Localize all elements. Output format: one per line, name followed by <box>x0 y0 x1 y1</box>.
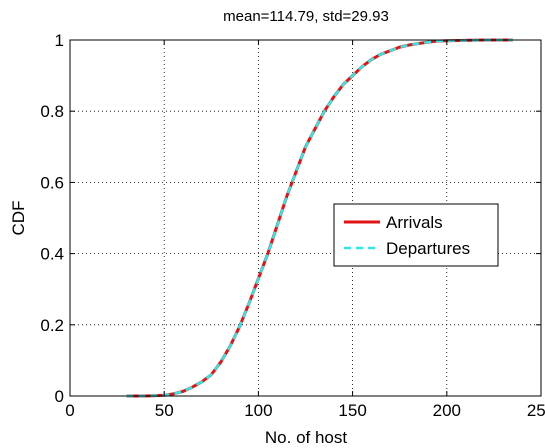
legend: Arrivals Departures <box>333 203 499 267</box>
x-tick-label: 200 <box>433 401 461 420</box>
axis-ticks: 0 50 100 150 200 250 0 0.2 0.4 0.6 0.8 1 <box>40 31 545 420</box>
series-line-departures <box>126 38 513 398</box>
legend-box <box>333 203 499 267</box>
plot-frame <box>69 39 542 397</box>
x-tick-label: 250 <box>527 401 545 420</box>
legend-label-departures: Departures <box>386 239 470 258</box>
y-tick-label: 1 <box>55 31 64 50</box>
y-tick-label: 0.4 <box>40 245 64 264</box>
legend-label-arrivals: Arrivals <box>386 213 443 232</box>
y-tick-label: 0.6 <box>40 173 64 192</box>
series-lines <box>126 38 513 398</box>
y-axis-label: CDF <box>9 201 28 236</box>
y-tick-label: 0.2 <box>40 316 64 335</box>
x-tick-label: 0 <box>65 401 74 420</box>
x-tick-label: 100 <box>244 401 272 420</box>
y-tick-label: 0.8 <box>40 102 64 121</box>
x-tick-label: 150 <box>338 401 366 420</box>
x-axis-label: No. of host <box>265 428 347 447</box>
y-tick-label: 0 <box>55 387 64 406</box>
chart-title: mean=114.79, std=29.93 <box>223 8 389 25</box>
x-tick-label: 50 <box>155 401 174 420</box>
